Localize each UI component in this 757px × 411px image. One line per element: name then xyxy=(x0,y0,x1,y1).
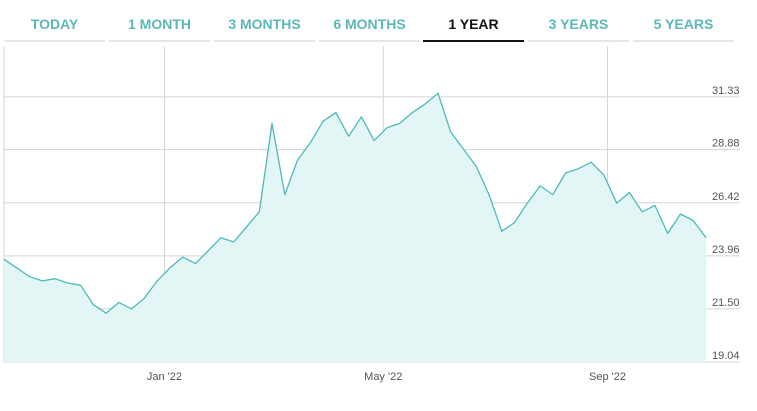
x-tick-label: Jan '22 xyxy=(147,371,182,383)
y-tick-label: 19.04 xyxy=(712,350,740,362)
price-chart[interactable]: 31.33 28.88 26.42 23.96 21.50 19.04 Jan '22 Ma… xyxy=(0,44,757,411)
y-tick-label: 31.33 xyxy=(712,85,740,97)
y-tick-label: 28.88 xyxy=(712,138,740,150)
price-area-fill xyxy=(4,93,706,362)
y-tick-label: 26.42 xyxy=(712,191,740,203)
y-tick-label: 21.50 xyxy=(712,297,740,309)
x-tick-label: Sep '22 xyxy=(589,371,626,383)
tab-6-months[interactable]: 6 MONTHS xyxy=(319,9,420,42)
tab-today[interactable]: TODAY xyxy=(4,9,105,42)
tab-3-months[interactable]: 3 MONTHS xyxy=(214,9,315,42)
tab-3-years[interactable]: 3 YEARS xyxy=(528,9,629,42)
tab-5-years[interactable]: 5 YEARS xyxy=(633,9,734,42)
y-axis-ticks: 31.33 28.88 26.42 23.96 21.50 19.04 xyxy=(712,85,740,362)
x-tick-label: May '22 xyxy=(364,371,402,383)
x-axis-ticks: Jan '22 May '22 Sep '22 xyxy=(147,371,626,383)
time-range-tabs: TODAY 1 MONTH 3 MONTHS 6 MONTHS 1 YEAR 3… xyxy=(0,0,757,44)
price-line xyxy=(3,92,707,314)
tab-1-year[interactable]: 1 YEAR xyxy=(423,9,524,42)
y-tick-label: 23.96 xyxy=(712,244,740,256)
tab-1-month[interactable]: 1 MONTH xyxy=(109,9,210,42)
